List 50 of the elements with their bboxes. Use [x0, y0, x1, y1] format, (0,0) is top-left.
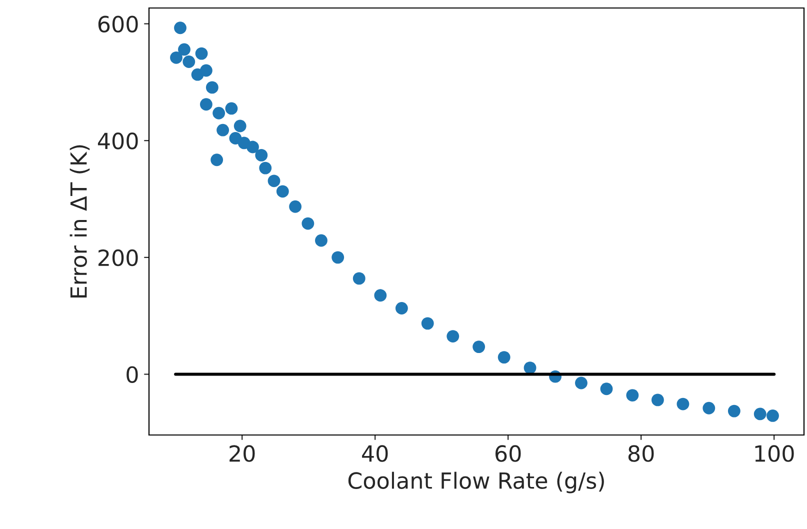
point	[200, 98, 212, 111]
x-tick-label: 100	[755, 445, 794, 462]
point	[276, 185, 289, 198]
point	[766, 410, 779, 422]
point	[315, 234, 328, 247]
point	[421, 317, 434, 330]
y-tick-label: 600	[98, 16, 138, 33]
point	[225, 102, 238, 115]
point	[216, 124, 230, 136]
point	[575, 376, 588, 390]
point	[374, 289, 387, 302]
point	[352, 272, 366, 285]
point	[268, 174, 280, 188]
point	[212, 106, 226, 120]
point	[170, 51, 182, 64]
point	[255, 148, 268, 162]
point	[728, 404, 740, 418]
point	[289, 200, 302, 213]
point	[174, 22, 186, 34]
point	[302, 217, 314, 230]
point	[754, 408, 766, 420]
x-axis-title: Coolant Flow Rate (g/s)	[348, 472, 604, 494]
y-tick-label: 200	[98, 249, 138, 266]
point	[234, 120, 246, 132]
point	[246, 140, 259, 154]
y-tick-label: 400	[98, 132, 138, 150]
point	[210, 154, 224, 166]
y-tick-label: 0	[126, 366, 138, 384]
point	[472, 340, 486, 354]
point	[651, 394, 664, 406]
point	[626, 389, 639, 402]
point	[446, 330, 460, 342]
point	[676, 398, 690, 410]
x-tick-label: 40	[362, 445, 388, 462]
y-axis-title: Error in ΔT (K)	[70, 145, 90, 298]
x-tick-label: 80	[628, 445, 654, 462]
point	[206, 81, 218, 94]
point	[259, 162, 272, 174]
point	[182, 56, 196, 68]
point	[178, 43, 190, 56]
point	[195, 47, 208, 60]
x-tick-label: 20	[230, 445, 255, 462]
point	[498, 351, 510, 364]
point	[332, 251, 344, 264]
point	[524, 362, 536, 374]
point	[702, 402, 716, 414]
point	[600, 382, 613, 396]
point	[200, 64, 212, 77]
point	[395, 302, 408, 314]
x-tick-label: 60	[496, 445, 521, 462]
